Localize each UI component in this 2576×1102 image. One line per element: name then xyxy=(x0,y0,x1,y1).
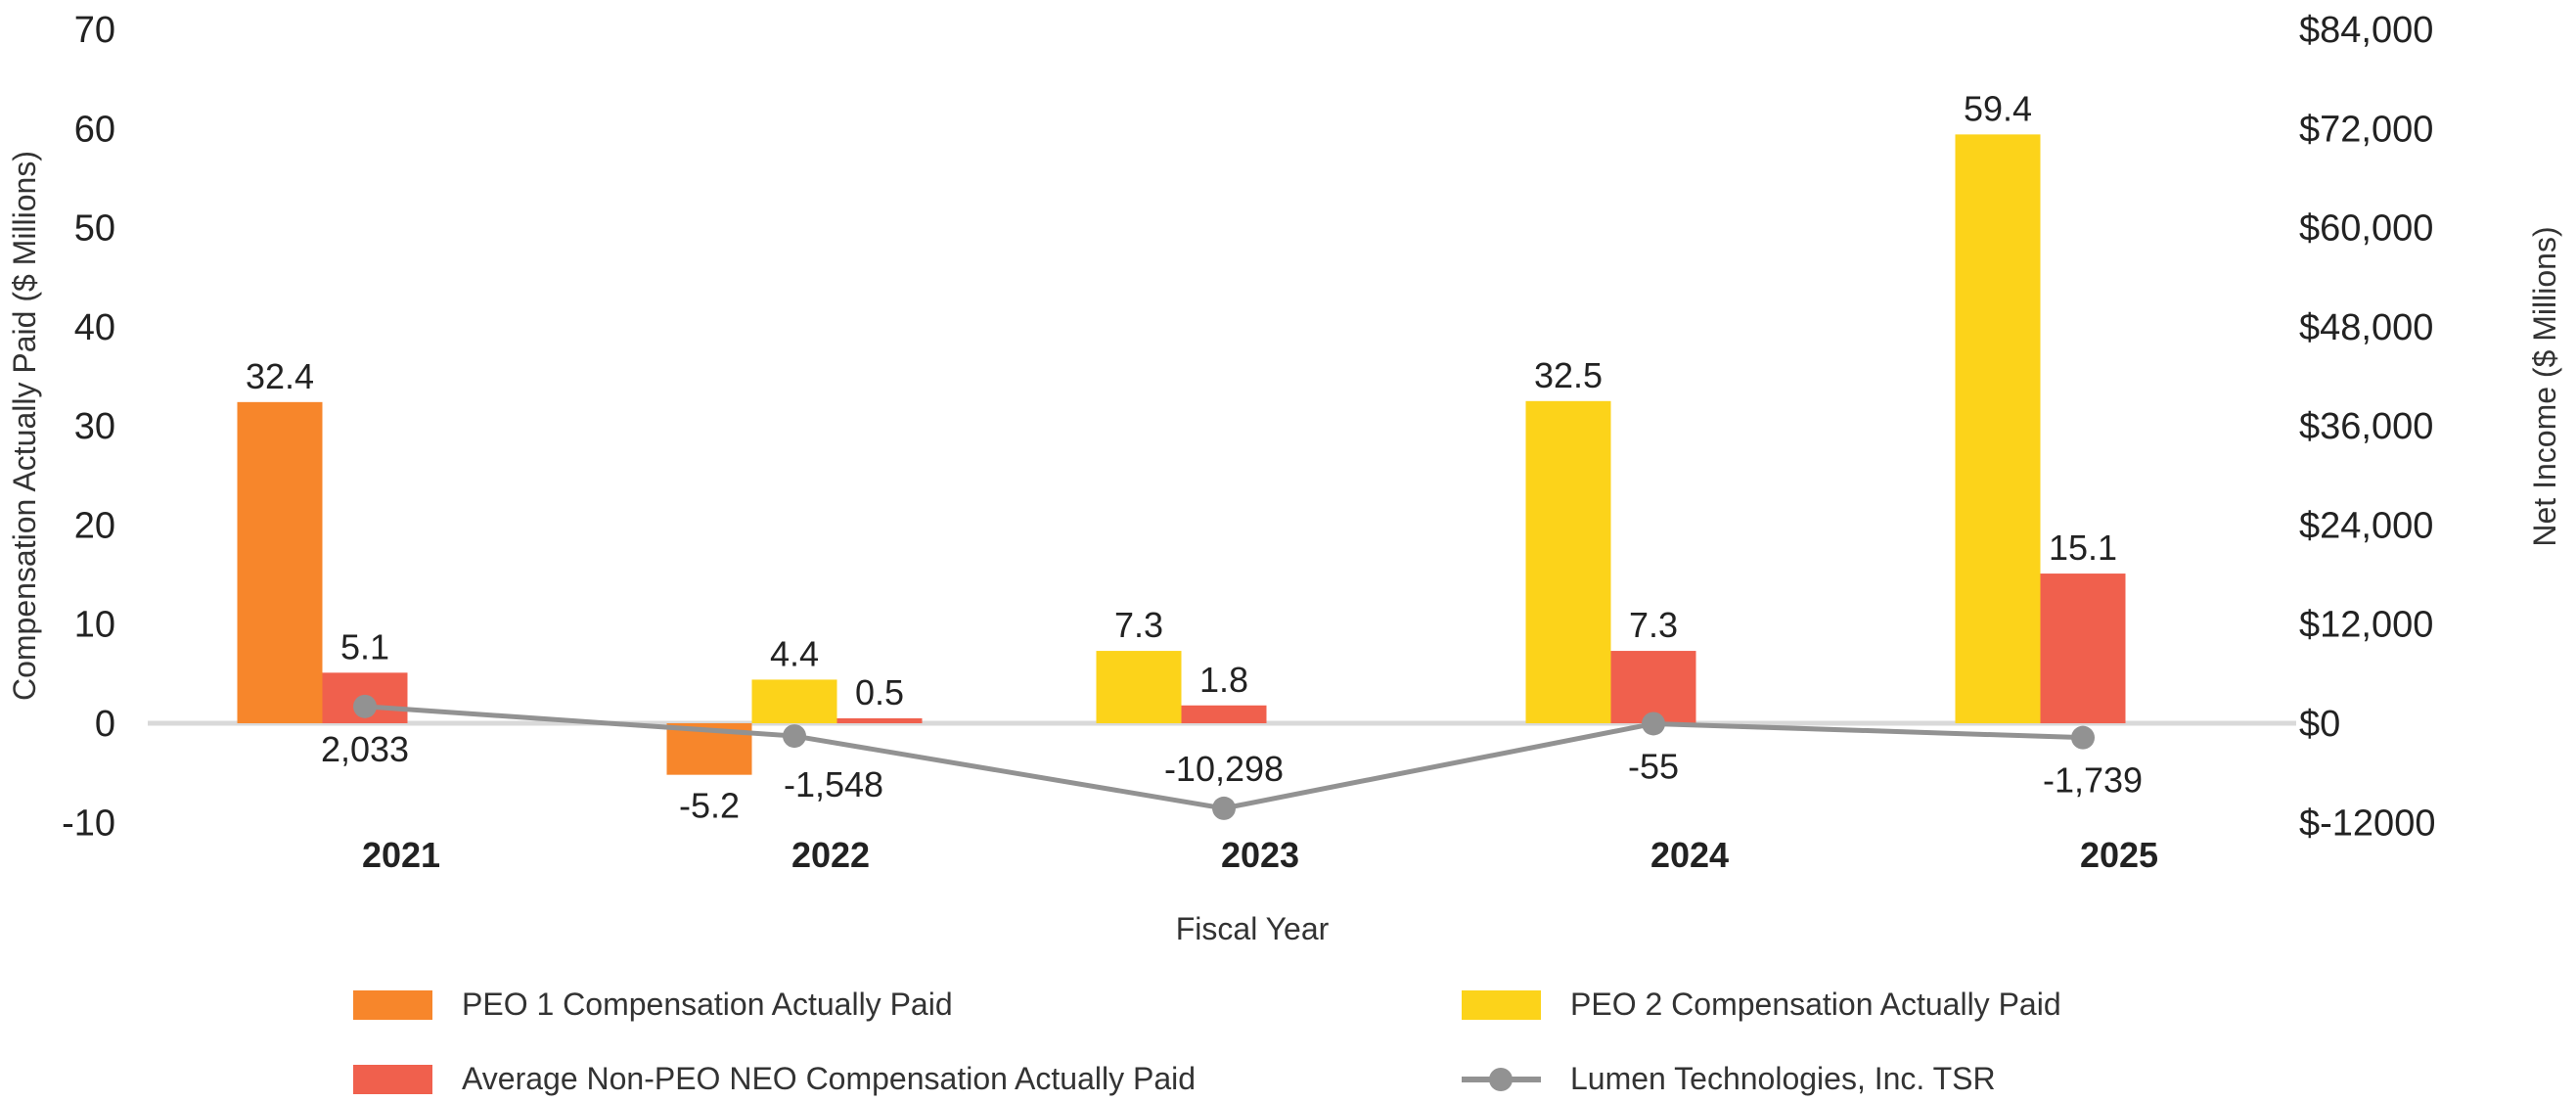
y-axis-title: Compensation Actually Paid ($ Millions) xyxy=(7,151,42,701)
tsr-data-label: -1,548 xyxy=(784,764,883,804)
bar-data-label: 5.1 xyxy=(340,626,389,666)
x-tick-label: 2023 xyxy=(1221,835,1299,875)
tsr-data-label: -10,298 xyxy=(1164,749,1284,789)
bar-data-label: 1.8 xyxy=(1199,660,1248,700)
legend-item-peo1: PEO 1 Compensation Actually Paid xyxy=(353,987,953,1023)
y-tick-label: 70 xyxy=(74,10,115,51)
tsr-marker xyxy=(2071,725,2095,750)
bar-data-label: 15.1 xyxy=(2049,528,2117,568)
legend-item-peo2: PEO 2 Compensation Actually Paid xyxy=(1462,987,2061,1023)
bar-data-label: 4.4 xyxy=(770,633,819,673)
legend-item-tsr: Lumen Technologies, Inc. TSR xyxy=(1462,1061,1996,1097)
tsr-data-label: -55 xyxy=(1628,746,1679,786)
legend-label-peo2: PEO 2 Compensation Actually Paid xyxy=(1570,987,2061,1022)
bar-data-label: 32.5 xyxy=(1534,355,1603,395)
bar-data-label: 32.4 xyxy=(246,356,314,396)
y-tick-label: 10 xyxy=(74,605,115,646)
y-tick-label: 60 xyxy=(74,109,115,150)
bar xyxy=(1955,134,2041,723)
y-tick-label: 40 xyxy=(74,307,115,348)
bar xyxy=(1181,705,1267,723)
bar xyxy=(751,679,837,723)
bar-data-label: 7.3 xyxy=(1114,605,1163,645)
y-tick-label: 0 xyxy=(95,704,115,745)
y-right-tick-label: $72,000 xyxy=(2299,109,2433,150)
bar-data-label: 7.3 xyxy=(1629,605,1678,645)
y-tick-label: 30 xyxy=(74,406,115,447)
y-right-tick-label: $0 xyxy=(2299,704,2340,745)
legend-swatch-peo1 xyxy=(353,989,432,1020)
bar xyxy=(2040,574,2126,723)
y-right-tick-label: $48,000 xyxy=(2299,307,2433,348)
x-tick-label: 2021 xyxy=(362,835,440,875)
bar xyxy=(1525,400,1611,723)
bar xyxy=(836,717,923,723)
y-right-tick-label: $60,000 xyxy=(2299,208,2433,250)
tsr-marker xyxy=(1642,712,1665,736)
legend-label-non-peo: Average Non-PEO NEO Compensation Actuall… xyxy=(462,1061,1197,1096)
legend-swatch-non-peo xyxy=(353,1064,432,1094)
y-tick-label: 20 xyxy=(74,505,115,546)
y-right-tick-label: $84,000 xyxy=(2299,10,2433,51)
bar-data-label: 0.5 xyxy=(855,672,904,712)
bar-data-label: -5.2 xyxy=(679,786,740,826)
x-tick-label: 2022 xyxy=(791,835,870,875)
y-right-tick-label: $12,000 xyxy=(2299,605,2433,646)
tsr-data-label: 2,033 xyxy=(321,729,409,769)
bar-data-label: 59.4 xyxy=(1964,88,2032,128)
x-axis-title: Fiscal Year xyxy=(1176,911,1330,946)
bar xyxy=(237,401,323,723)
tsr-marker xyxy=(353,694,377,718)
y-right-axis-title: Net Income ($ Millions) xyxy=(2527,226,2562,546)
y-right-tick-label: $-12000 xyxy=(2299,803,2435,844)
y-tick-label: -10 xyxy=(62,803,115,844)
y-tick-label: 50 xyxy=(74,208,115,250)
legend-swatch-peo2 xyxy=(1462,989,1541,1020)
legend-line-marker-icon xyxy=(1462,1067,1541,1091)
legend-label-peo1: PEO 1 Compensation Actually Paid xyxy=(462,987,953,1022)
tsr-marker xyxy=(783,724,806,749)
tsr-data-label: -1,739 xyxy=(2043,760,2143,801)
bar xyxy=(1096,651,1182,723)
legend-label-tsr: Lumen Technologies, Inc. TSR xyxy=(1570,1061,1996,1096)
bar xyxy=(1610,651,1696,723)
x-tick-label: 2024 xyxy=(1650,835,1729,875)
legend-item-non-peo: Average Non-PEO NEO Compensation Actuall… xyxy=(353,1061,1196,1097)
x-tick-label: 2025 xyxy=(2080,835,2158,875)
tsr-marker xyxy=(1212,796,1236,820)
y-right-tick-label: $24,000 xyxy=(2299,505,2433,546)
y-right-tick-label: $36,000 xyxy=(2299,406,2433,447)
